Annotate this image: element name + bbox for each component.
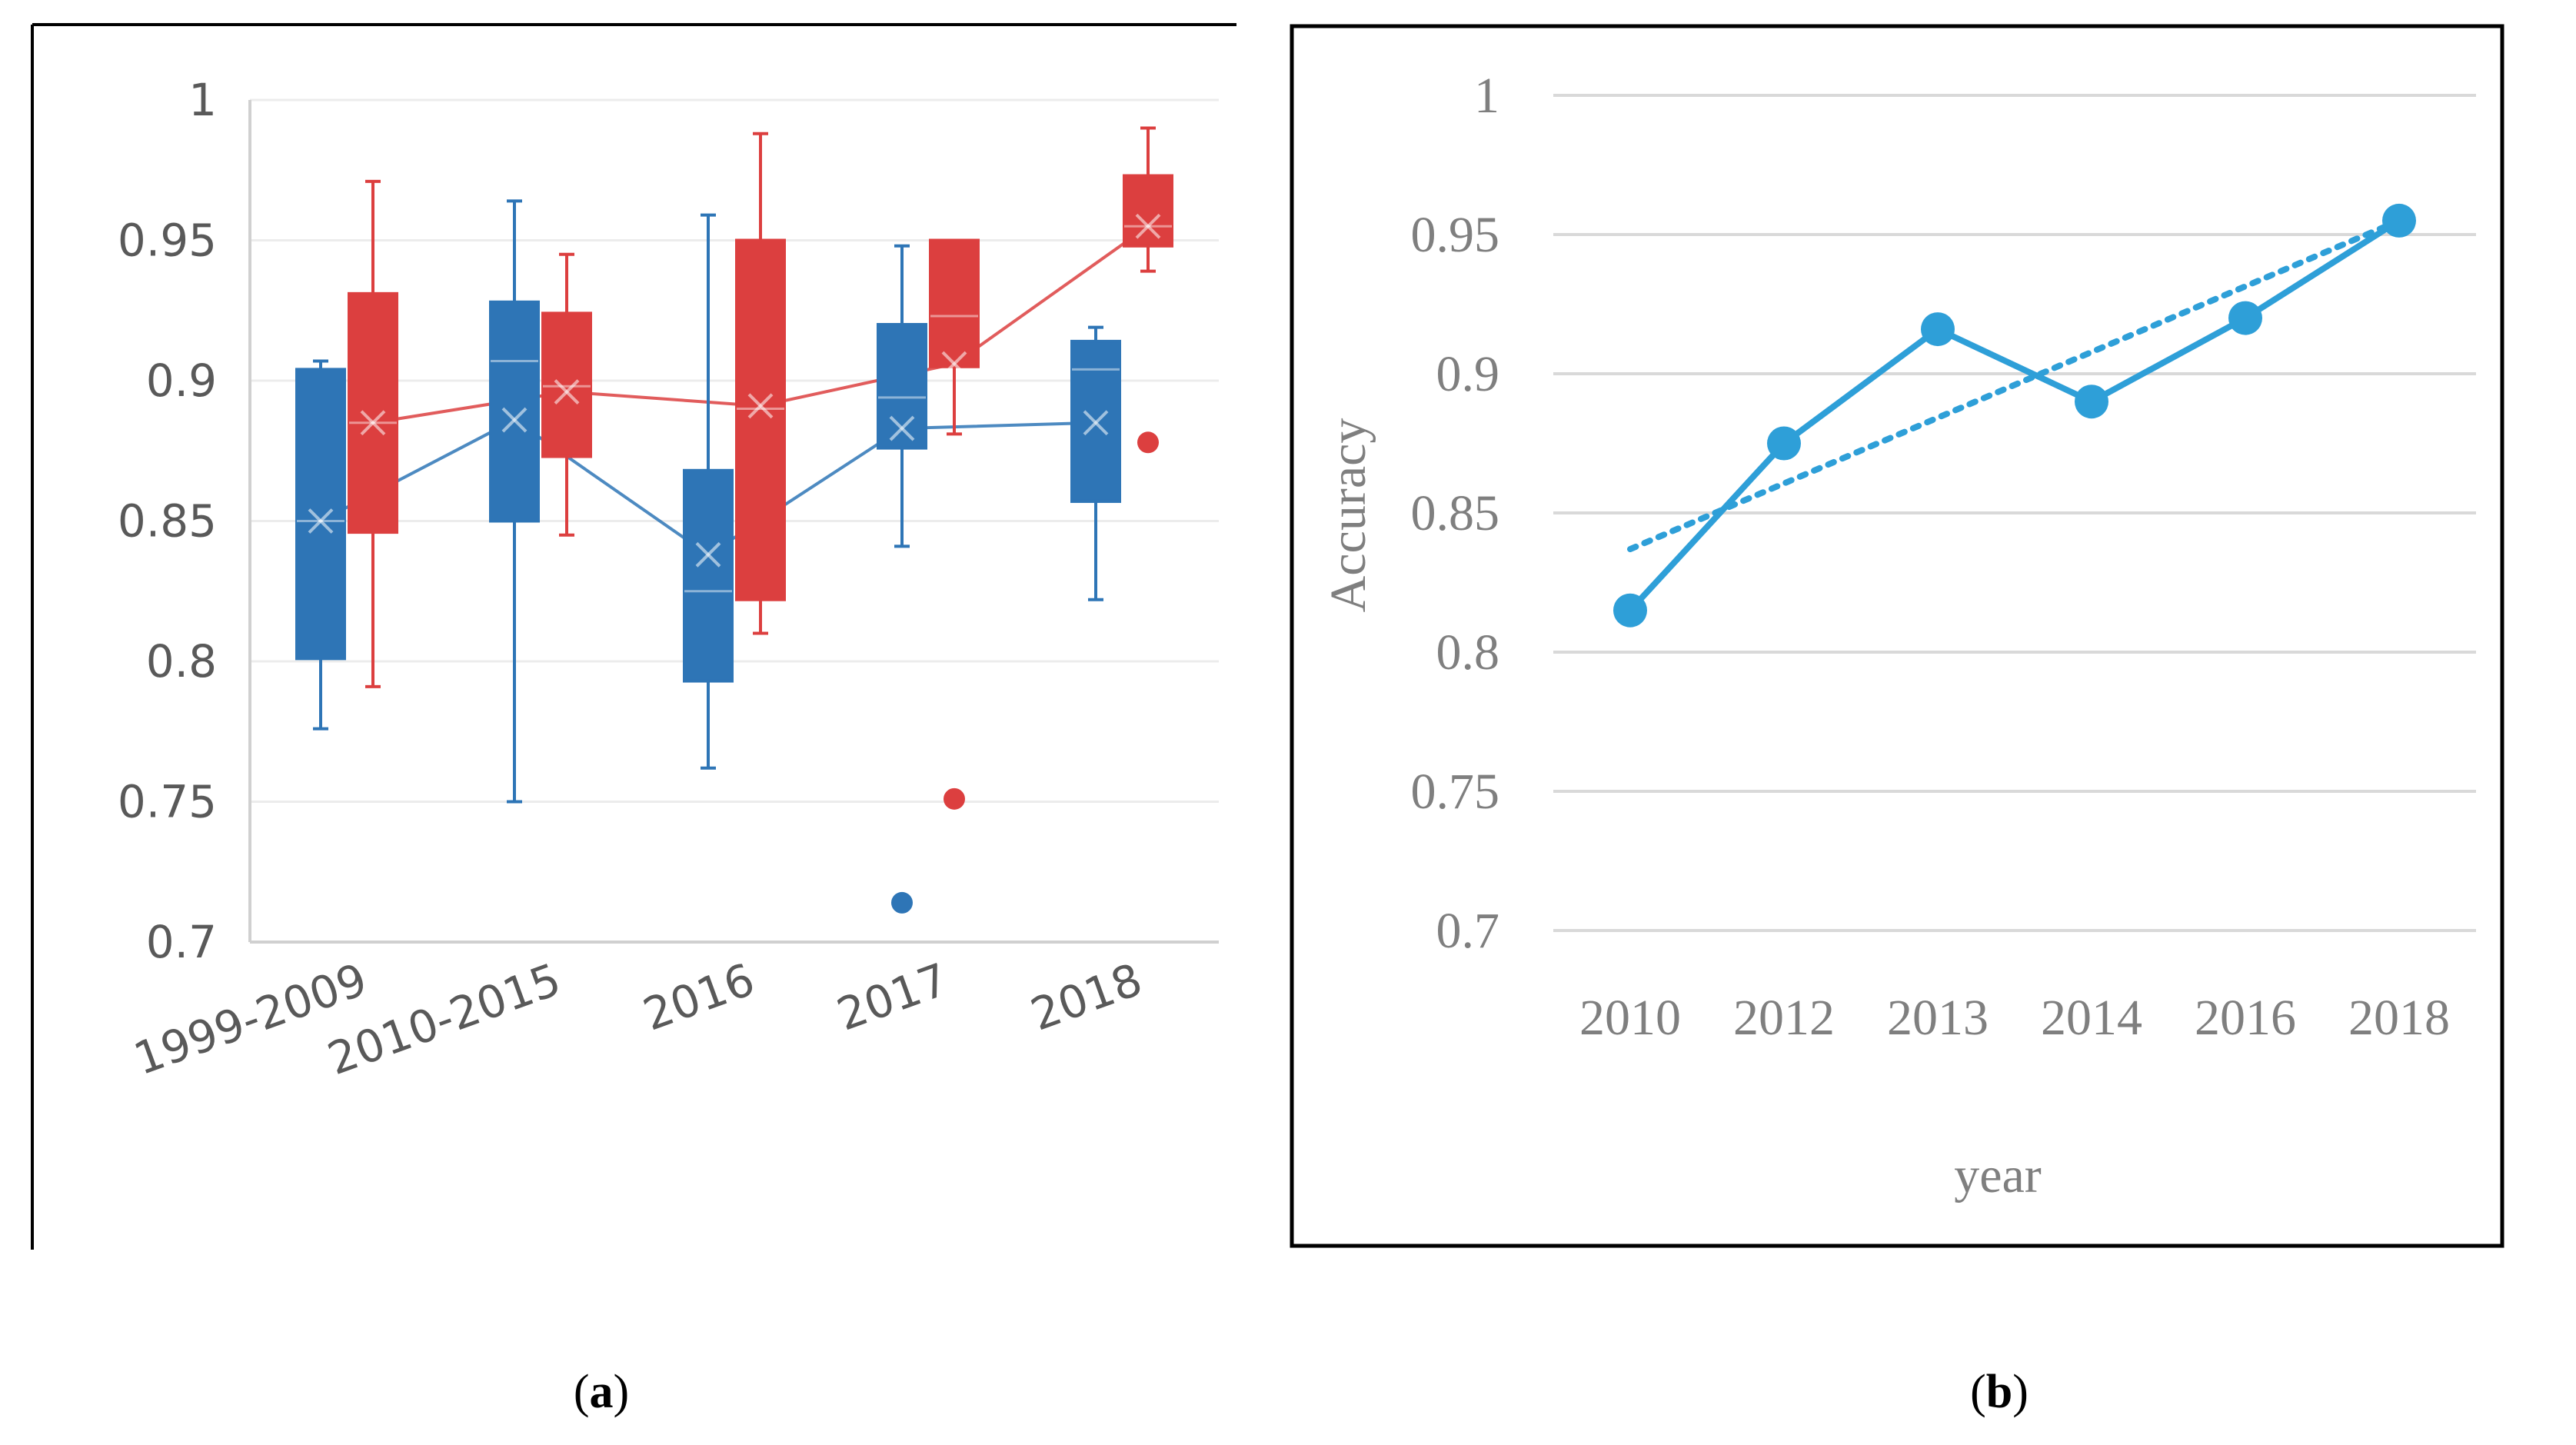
panel-b-y-tick-label: 0.85 bbox=[1411, 485, 1500, 541]
panel-a-box-red-2016 bbox=[735, 132, 786, 635]
panel-a-box-body bbox=[735, 238, 786, 601]
panel-b-y-axis-label: Accuracy bbox=[1320, 418, 1376, 613]
panel-a-x-tick-label: 2017 bbox=[830, 953, 955, 1040]
panel-b-x-axis-label: year bbox=[1954, 1147, 2042, 1204]
panel-a-box-body bbox=[295, 368, 346, 661]
panel-a-outlier-point bbox=[891, 891, 913, 914]
panel-a-mean-marker bbox=[308, 508, 334, 534]
panel-a-x-tick-label: 2018 bbox=[1024, 953, 1149, 1040]
panel-a-mean-lines bbox=[320, 225, 1150, 557]
panel-b-y-tick-label: 0.7 bbox=[1436, 903, 1500, 959]
panel-a-mean-marker bbox=[501, 407, 528, 433]
panel-b-data-point bbox=[1921, 312, 1955, 347]
panel-a-box-body bbox=[348, 291, 398, 534]
panel-a-box-blue-2010-2015 bbox=[489, 199, 540, 804]
panel-b-data-point bbox=[2382, 203, 2416, 238]
panel-a-box-red-1999-2009 bbox=[348, 179, 398, 688]
panel-a-y-tick-label: 0.85 bbox=[118, 495, 217, 548]
panel-b-y-tick-label: 1 bbox=[1474, 68, 1499, 124]
panel-a-boxes bbox=[295, 126, 1173, 914]
panel-a-y-tick-label: 0.8 bbox=[146, 635, 217, 688]
panel-a-box-plot: 0.70.750.80.850.90.951 1999-20092010-201… bbox=[31, 23, 1236, 1250]
panel-b-trendline bbox=[1627, 217, 2402, 553]
panel-b-data-point bbox=[2228, 301, 2262, 335]
panel-a-x-tick-label: 2016 bbox=[637, 953, 761, 1040]
panel-a-gridlines bbox=[250, 98, 1219, 803]
panel-a-box-blue-1999-2009 bbox=[295, 359, 346, 731]
panel-a-y-tick-label: 0.7 bbox=[146, 916, 217, 968]
panel-b-x-tick-label: 2012 bbox=[1733, 990, 1835, 1046]
panel-a-y-tick-label: 1 bbox=[188, 74, 217, 126]
panel-b-y-tick-label: 0.9 bbox=[1436, 346, 1500, 402]
panel-a-box-blue-2016 bbox=[683, 213, 734, 770]
panel-b-y-tick-labels: 0.7 0.75 0.8 0.85 0.9 0.95 1 bbox=[1411, 68, 1500, 959]
panel-a-mean-marker bbox=[889, 415, 915, 441]
panel-a-mean-marker bbox=[695, 541, 721, 568]
panel-a-y-tick-label: 0.9 bbox=[146, 355, 217, 407]
panel-b-line-chart: 0.70.750.80.850.90.951 2010 2012 2013 2014 2… bbox=[1290, 24, 2504, 1248]
panel-a-box-red-2010-2015 bbox=[541, 252, 592, 537]
panel-b-x-tick-label: 2014 bbox=[2041, 990, 2142, 1046]
panel-a-box-red-2018 bbox=[1123, 126, 1173, 454]
panel-a-outlier-point bbox=[944, 787, 965, 810]
panel-b-x-tick-labels: 2010 2012 2013 2014 2016 2018 bbox=[1579, 990, 2450, 1046]
panel-a-mean-marker bbox=[360, 410, 386, 436]
panel-a-box-red-2017 bbox=[929, 238, 980, 810]
panel-b-series-line bbox=[1628, 218, 2401, 613]
panel-a-box-body bbox=[683, 468, 734, 683]
panel-b-data-point bbox=[2075, 385, 2108, 419]
panel-b-y-tick-label: 0.75 bbox=[1411, 764, 1500, 820]
panel-a-box-body bbox=[1123, 174, 1173, 248]
panel-a-mean-marker bbox=[1083, 410, 1109, 436]
panel-b-trendline-line bbox=[1627, 217, 2402, 553]
panel-b-x-tick-label: 2010 bbox=[1579, 990, 1681, 1046]
panel-b-x-tick-label: 2016 bbox=[2195, 990, 2296, 1046]
panel-b-x-tick-label: 2013 bbox=[1887, 990, 1989, 1046]
panel-b-y-tick-label: 0.8 bbox=[1436, 624, 1500, 681]
panel-a-y-tick-label: 0.75 bbox=[118, 776, 217, 828]
caption-a: (a) bbox=[574, 1366, 629, 1418]
panel-b-y-tick-label: 0.95 bbox=[1411, 207, 1500, 263]
panel-b-data-point bbox=[1613, 593, 1647, 628]
panel-b-gridlines bbox=[1553, 94, 2476, 932]
panel-a-mean-marker bbox=[941, 351, 967, 377]
panel-b-data-point bbox=[1767, 426, 1801, 461]
panel-b-x-tick-label: 2018 bbox=[2348, 990, 2450, 1046]
panel-a-mean-marker bbox=[747, 393, 774, 419]
panel-b-border bbox=[1290, 24, 2504, 1248]
panel-a-mean-marker bbox=[1135, 213, 1161, 239]
panel-a-y-tick-labels: 0.7 0.75 0.8 0.85 0.9 0.95 1 bbox=[118, 74, 217, 968]
panel-a-box-body bbox=[541, 311, 592, 458]
panel-b-series bbox=[1613, 203, 2416, 628]
panel-a-outlier-point bbox=[1137, 431, 1159, 454]
panel-a-mean-marker bbox=[554, 379, 580, 405]
caption-b: (b) bbox=[1970, 1366, 2029, 1418]
panel-a-box-blue-2017 bbox=[877, 244, 927, 914]
panel-a-box-body bbox=[929, 238, 980, 368]
panel-a-box-body bbox=[489, 300, 540, 523]
panel-a-y-tick-label: 0.95 bbox=[118, 215, 217, 267]
panel-a-box-blue-2018 bbox=[1070, 325, 1121, 601]
